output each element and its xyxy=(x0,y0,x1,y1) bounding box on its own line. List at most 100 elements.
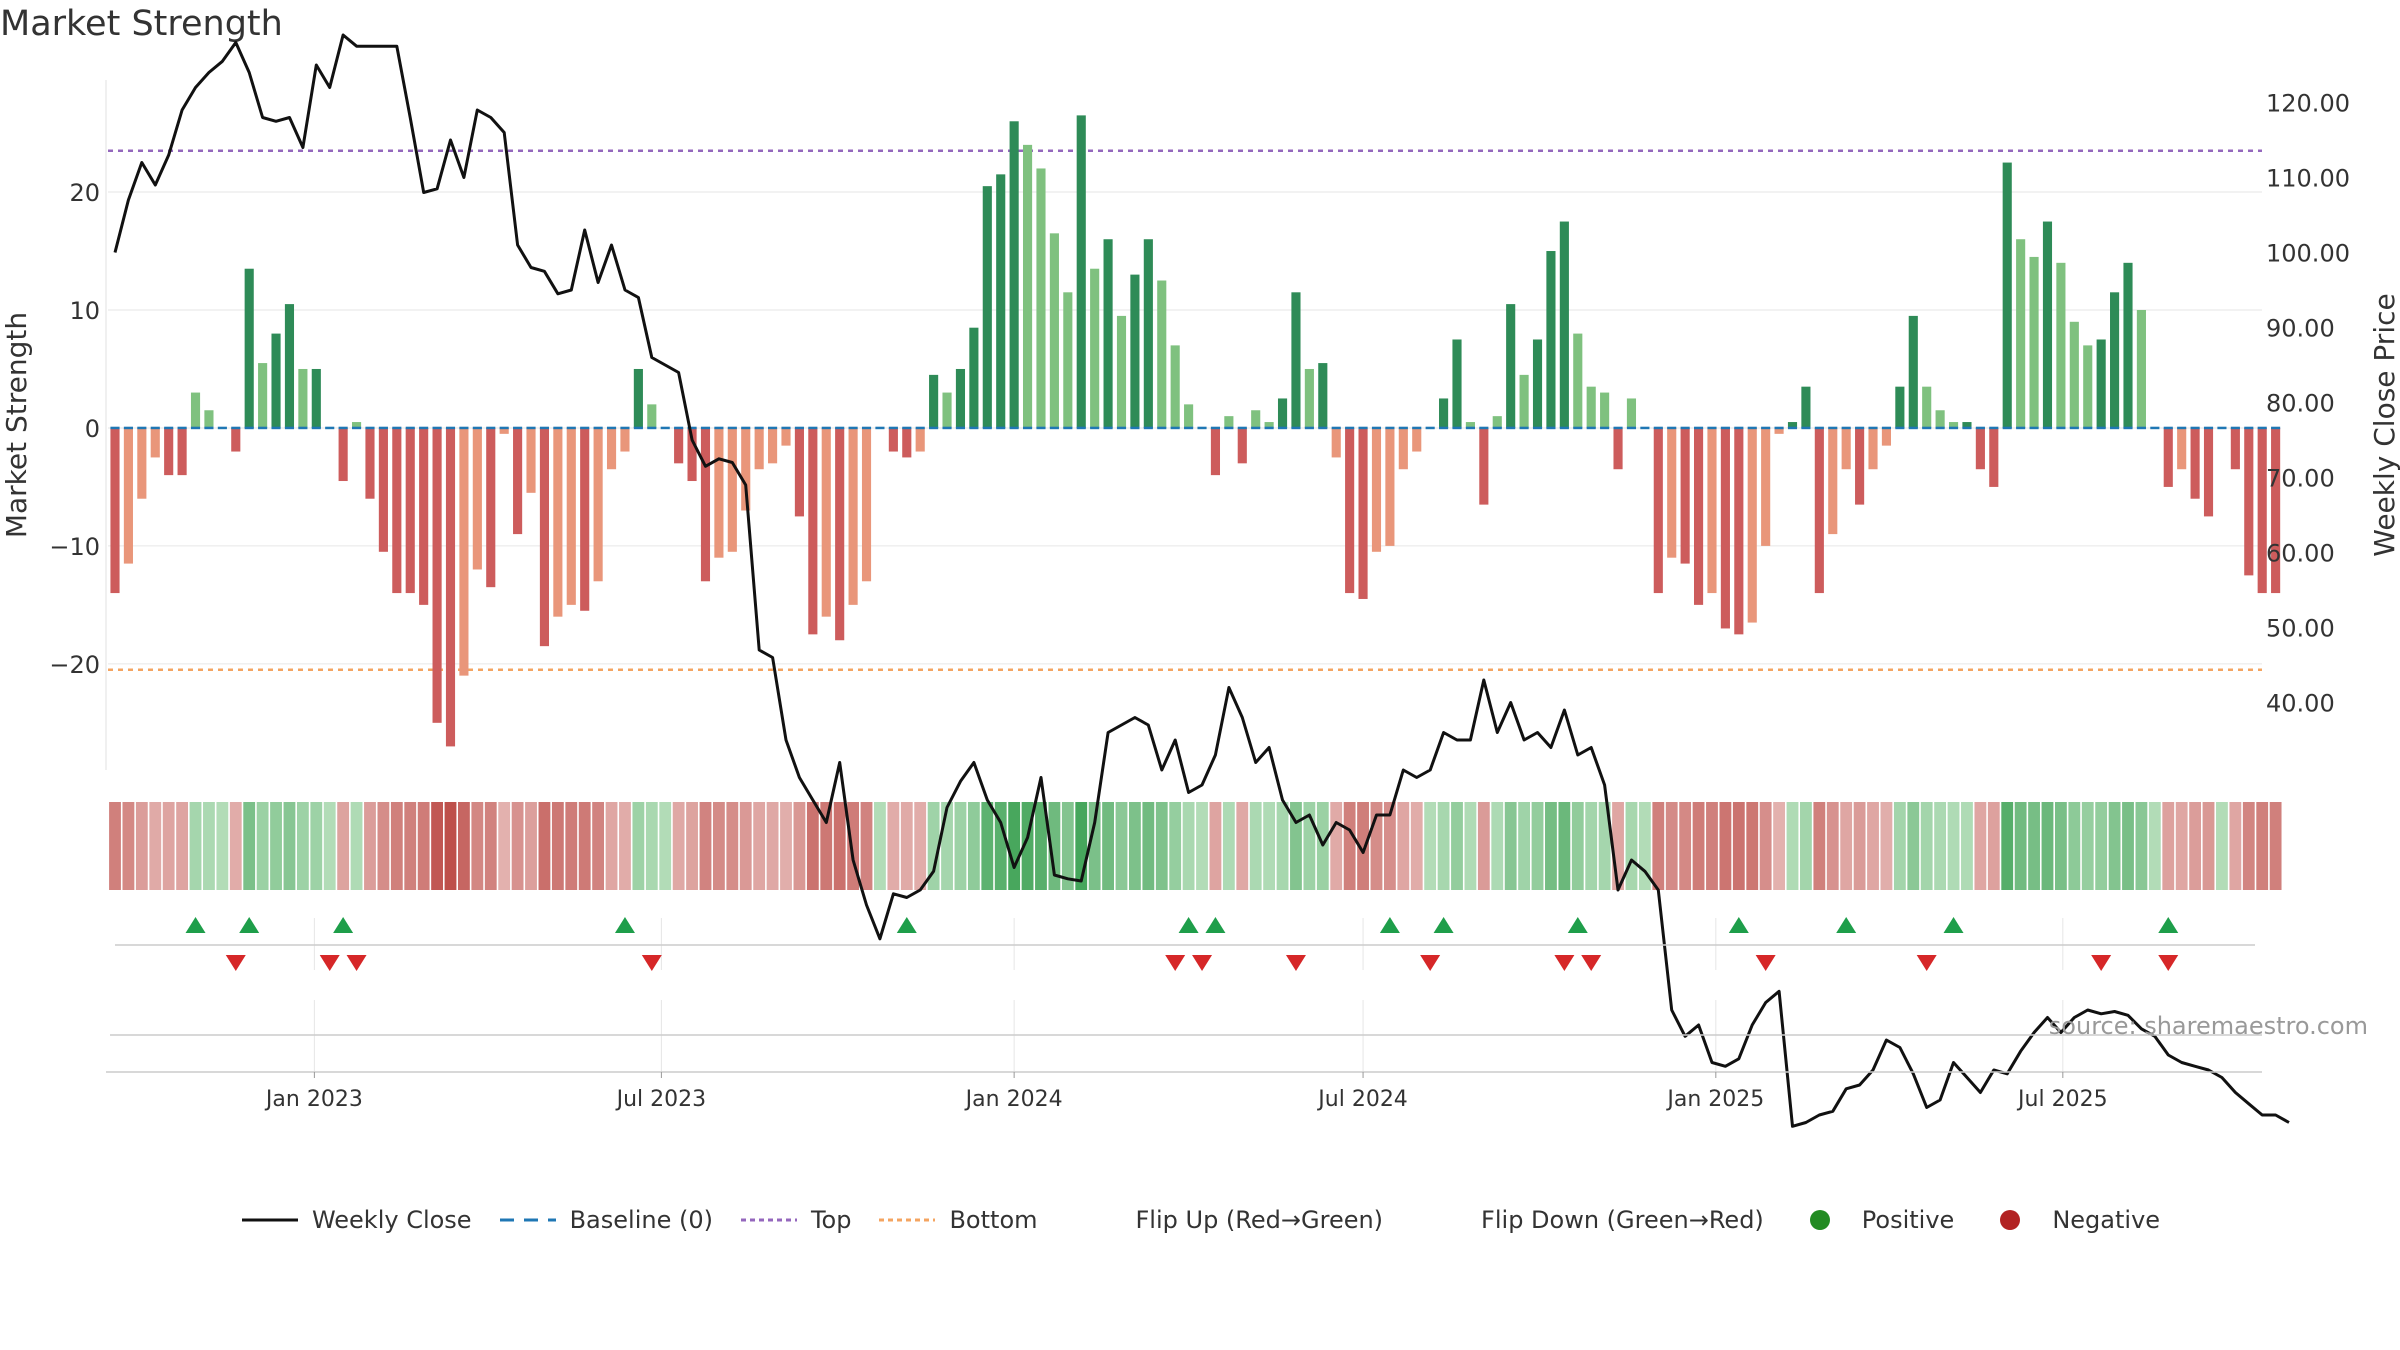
baseline-legend-icon xyxy=(499,1218,556,1222)
negative-legend-icon xyxy=(2000,1210,2021,1230)
flip-down-marker xyxy=(225,955,246,971)
heat-cell xyxy=(1370,802,1383,890)
heat-cell xyxy=(390,802,403,890)
heat-cell xyxy=(941,802,953,890)
heat-cell xyxy=(2256,802,2269,890)
strength-bar xyxy=(1371,427,1382,552)
heat-cell xyxy=(1330,802,1343,890)
strength-bar xyxy=(1586,386,1596,428)
heat-cell xyxy=(1075,802,1088,890)
flip-up-marker xyxy=(1433,917,1454,933)
heat-cell xyxy=(1786,802,1799,890)
strength-bar xyxy=(1814,427,1824,594)
strength-bar xyxy=(1103,239,1113,428)
flip-up-marker xyxy=(1567,917,1588,933)
strength-bar xyxy=(580,427,590,611)
strength-bar xyxy=(1049,233,1059,428)
strength-bar xyxy=(1251,410,1261,428)
strength-bar xyxy=(2190,427,2200,499)
heat-cell xyxy=(1867,802,1879,890)
strength-bar xyxy=(1237,427,1247,464)
heat-cell xyxy=(1826,802,1839,890)
heat-cell xyxy=(1209,802,1222,890)
heat-cell xyxy=(686,802,698,890)
flip-down-marker xyxy=(1581,955,1602,971)
strength-bar xyxy=(1143,239,1153,428)
heat-cell xyxy=(431,802,443,890)
heat-cell xyxy=(1840,802,1853,890)
strength-bar xyxy=(1962,422,1972,428)
flip-up-marker xyxy=(614,917,635,933)
strength-bar xyxy=(1895,386,1905,428)
right-tick-label: 70.00 xyxy=(2266,465,2335,493)
heat-cell xyxy=(1276,802,1289,890)
strength-bar xyxy=(1184,404,1194,428)
strength-bar xyxy=(1908,315,1918,428)
strength-bar xyxy=(1398,427,1408,470)
heat-cell xyxy=(1491,802,1504,890)
flip-down-legend-icon xyxy=(1409,1208,1469,1232)
strength-bar xyxy=(1170,345,1180,428)
strength-bar xyxy=(1841,427,1851,470)
heat-cell xyxy=(511,802,524,890)
heat-cell xyxy=(766,802,779,890)
heat-cell xyxy=(498,802,511,890)
heat-cell xyxy=(2054,802,2067,890)
legend-item-negative: Negative xyxy=(1980,1206,2160,1234)
strength-bar xyxy=(1828,427,1838,535)
heat-cell xyxy=(1115,802,1128,890)
heat-cell xyxy=(525,802,537,890)
strength-bar xyxy=(888,427,898,452)
heat-cell xyxy=(283,802,296,890)
strength-bar xyxy=(231,427,241,452)
heat-cell xyxy=(1129,802,1141,890)
flip-up-marker xyxy=(1178,917,1199,933)
heat-cell xyxy=(350,802,363,890)
strength-bar xyxy=(1210,427,1221,476)
right-tick-label: 110.00 xyxy=(2266,165,2350,193)
heat-cell xyxy=(2108,802,2121,890)
strength-bar xyxy=(942,392,952,428)
strength-bar xyxy=(1277,398,1288,428)
strength-bar xyxy=(2136,310,2146,428)
heat-cell xyxy=(1907,802,1920,890)
heat-cell xyxy=(189,802,202,890)
strength-bar xyxy=(2096,339,2106,428)
x-tick-label: Jul 2023 xyxy=(615,1087,707,1112)
heat-cell xyxy=(256,802,269,890)
right-tick-label: 120.00 xyxy=(2266,90,2350,118)
heat-cell xyxy=(1357,802,1369,890)
strength-bar xyxy=(1492,416,1502,428)
heat-cell xyxy=(1477,802,1490,890)
strength-bar xyxy=(164,427,174,476)
strength-bar xyxy=(1680,427,1690,564)
flip-down-marker xyxy=(319,955,340,971)
heat-cell xyxy=(2148,802,2161,890)
strength-bar xyxy=(1009,121,1019,428)
strength-bar xyxy=(700,427,711,582)
strength-bar xyxy=(794,427,804,517)
strength-bar xyxy=(539,427,550,647)
heat-cell xyxy=(1437,802,1450,890)
strength-bar xyxy=(1116,315,1127,428)
heat-cell xyxy=(780,802,792,890)
source-note: source: sharemaestro.com xyxy=(2049,1012,2368,1040)
heat-cell xyxy=(1732,802,1745,890)
right-tick-label: 80.00 xyxy=(2266,390,2335,418)
strength-bar xyxy=(2016,239,2026,428)
strength-bar xyxy=(1157,280,1167,428)
strength-bar xyxy=(432,427,442,723)
strength-bar xyxy=(593,427,603,582)
heat-cell xyxy=(2175,802,2188,890)
heat-cell xyxy=(672,802,685,890)
heat-cell xyxy=(1974,802,1987,890)
strength-bar xyxy=(1774,427,1784,434)
heat-cell xyxy=(1169,802,1182,890)
heat-cell xyxy=(377,802,390,890)
heat-cell xyxy=(578,802,591,890)
heat-cell xyxy=(2122,802,2134,890)
strength-bar xyxy=(1036,168,1046,428)
left-tick-label: 20 xyxy=(69,179,100,207)
strength-bar xyxy=(1667,427,1677,558)
strength-bar xyxy=(781,427,791,446)
